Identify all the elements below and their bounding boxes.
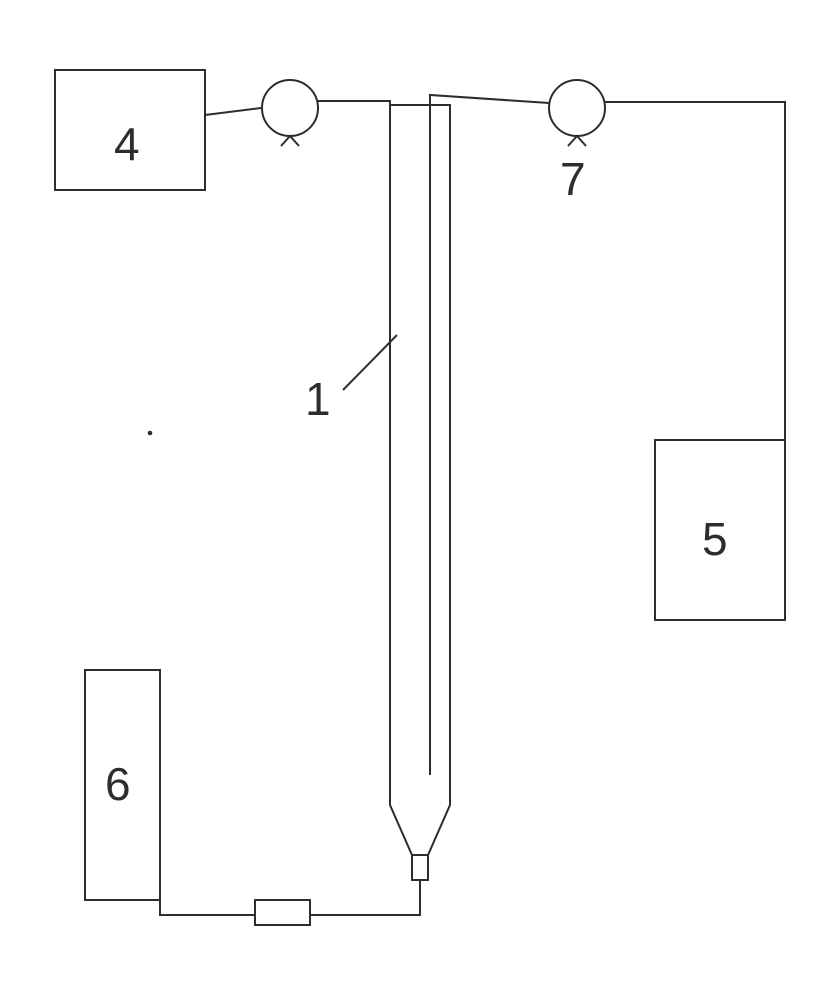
process-diagram: 4 7 1 5 6 [0, 0, 840, 1000]
column-nozzle [412, 855, 428, 880]
leader-1 [343, 335, 397, 390]
label-4: 4 [114, 118, 140, 170]
label-7: 7 [560, 153, 586, 205]
connector-1 [318, 101, 390, 105]
label-5: 5 [702, 513, 728, 565]
connector-4 [310, 880, 420, 915]
label-1: 1 [305, 373, 331, 425]
connector-3 [605, 102, 785, 440]
pump_left-body [262, 80, 318, 136]
pump_right-body [549, 80, 605, 136]
pump_right-base [568, 136, 586, 146]
label-6: 6 [105, 758, 131, 810]
connector-0 [205, 108, 261, 115]
column-body [390, 105, 450, 855]
dot [148, 431, 153, 436]
connector-5 [160, 900, 255, 915]
valve [255, 900, 310, 925]
pump_left-base [281, 136, 299, 146]
